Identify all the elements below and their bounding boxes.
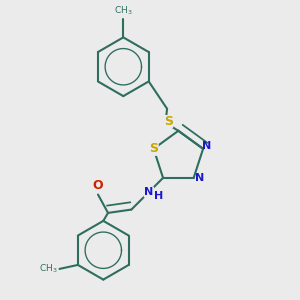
Text: N: N <box>202 141 212 151</box>
Text: N: N <box>195 173 204 183</box>
Text: S: S <box>164 115 173 128</box>
Text: O: O <box>93 179 103 192</box>
Text: N: N <box>144 187 154 197</box>
Text: H: H <box>154 191 163 201</box>
Text: CH$_3$: CH$_3$ <box>114 5 133 17</box>
Text: CH$_3$: CH$_3$ <box>39 263 58 275</box>
Text: S: S <box>149 142 158 155</box>
